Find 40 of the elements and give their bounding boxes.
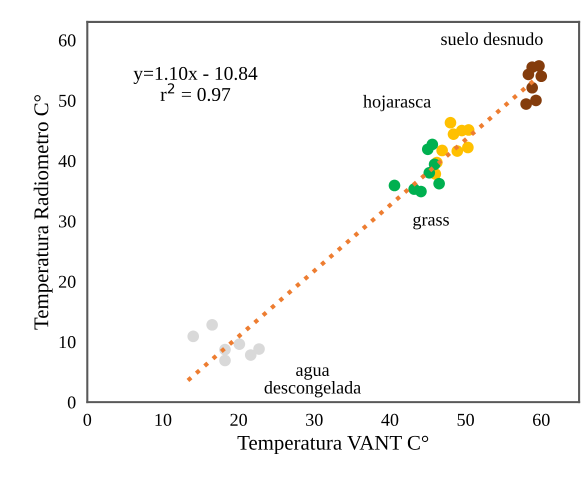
point — [426, 138, 438, 150]
y-tick-label: 20 — [58, 276, 76, 288]
y-tick-label: 40 — [58, 154, 76, 168]
x-tick-label: 10 — [156, 414, 172, 426]
y-tick-label: 0 — [68, 396, 76, 409]
x-tick-label: 0 — [83, 414, 92, 426]
y-tick-label: 10 — [60, 336, 76, 348]
y-axis-title: Temperatura Radiometro C° — [34, 95, 53, 330]
series-label: hojarasca — [363, 94, 431, 112]
series-label: grass — [413, 216, 449, 230]
point — [462, 142, 474, 154]
point — [522, 68, 534, 80]
x-tick-label: 20 — [230, 414, 247, 426]
annotation: y=1.10x - 10.84 — [134, 66, 258, 84]
point — [444, 116, 456, 129]
y-tick-label: 50 — [59, 94, 76, 107]
point — [187, 330, 200, 342]
point — [436, 144, 448, 156]
point — [530, 94, 542, 106]
y-tick-label: 30 — [58, 215, 76, 228]
x-tick-label: 40 — [381, 414, 398, 426]
point — [219, 354, 231, 366]
x-axis-title: Temperatura VANT C° — [238, 436, 428, 454]
point — [234, 338, 246, 350]
point — [244, 349, 257, 361]
point — [520, 98, 532, 110]
x-tick-label: 30 — [306, 414, 323, 426]
point — [388, 180, 400, 192]
point — [433, 178, 445, 190]
point — [253, 343, 265, 355]
x-tick-label: 60 — [533, 414, 550, 426]
y-tick-label: 60 — [58, 34, 76, 46]
point — [415, 186, 427, 198]
point — [533, 60, 545, 72]
series-label: suelo desnudo — [441, 32, 543, 46]
annotation: r$^{2}$ = 0.97 — [160, 83, 230, 102]
series-label: agua descongelada — [264, 366, 361, 398]
point — [535, 70, 548, 82]
x-tick-label: 50 — [458, 414, 474, 426]
point — [206, 319, 218, 331]
